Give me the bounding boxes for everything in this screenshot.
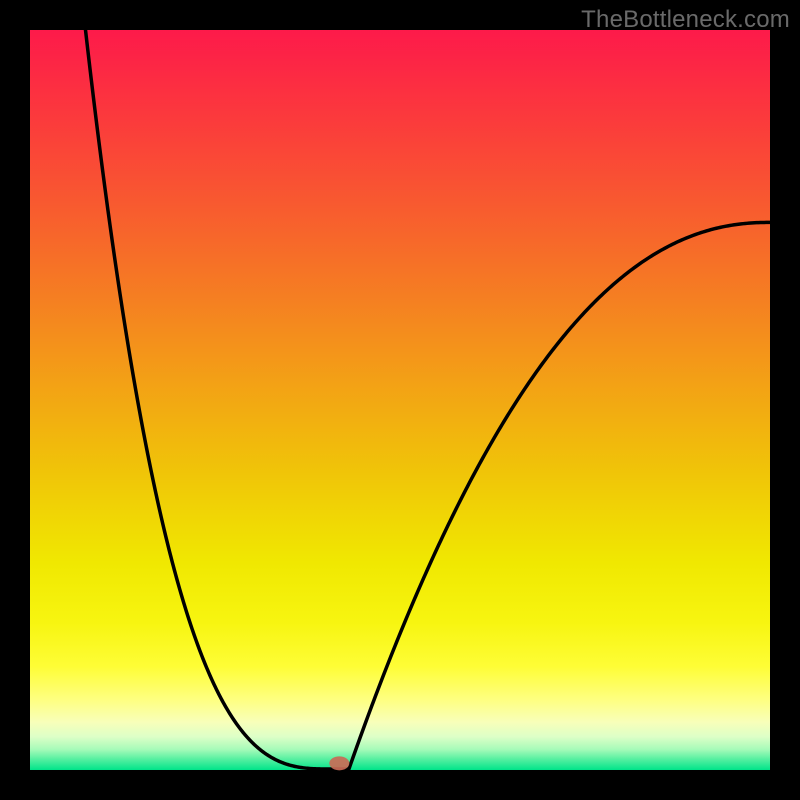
chart-svg (0, 0, 800, 800)
plot-background (30, 30, 770, 770)
watermark-text: TheBottleneck.com (581, 6, 790, 34)
optimal-point-marker (329, 756, 349, 770)
chart-container: TheBottleneck.com (0, 0, 800, 800)
